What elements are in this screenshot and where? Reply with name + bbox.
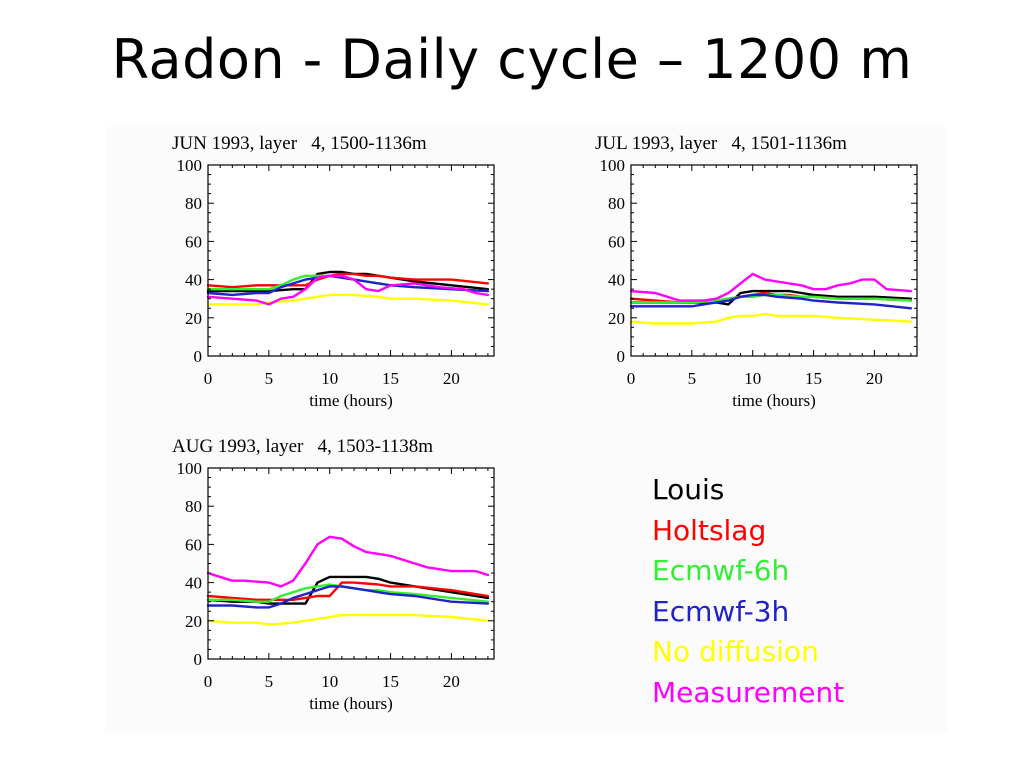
legend-item-ecmwf-6h: Ecmwf-6h bbox=[652, 554, 790, 587]
x-tick-label: 15 bbox=[382, 369, 399, 388]
y-tick-label: 40 bbox=[185, 271, 202, 290]
y-tick-label: 80 bbox=[185, 497, 202, 516]
x-tick-label: 10 bbox=[321, 672, 338, 691]
series-line-ecmwf-6h bbox=[629, 293, 913, 304]
x-tick-label: 5 bbox=[265, 672, 274, 691]
x-tick-label: 0 bbox=[204, 369, 213, 388]
y-tick-label: 80 bbox=[608, 194, 625, 213]
slide-title: Radon - Daily cycle – 1200 m bbox=[111, 28, 913, 91]
series-line-ecmwf-3h bbox=[206, 585, 490, 609]
plot-area bbox=[208, 468, 494, 659]
y-tick-label: 100 bbox=[600, 156, 626, 175]
series-line-ecmwf-3h bbox=[629, 293, 913, 310]
x-tick-label: 5 bbox=[265, 369, 274, 388]
chart-title: AUG 1993, layer 4, 1503-1138m bbox=[172, 436, 433, 457]
legend: Louis Holtslag Ecmwf-6h Ecmwf-3h No diff… bbox=[652, 470, 844, 713]
chart-title: JUN 1993, layer 4, 1500-1136m bbox=[172, 133, 427, 154]
y-tick-label: 20 bbox=[185, 612, 202, 631]
y-tick-label: 0 bbox=[617, 347, 626, 366]
y-tick-label: 40 bbox=[608, 271, 625, 290]
y-tick-label: 60 bbox=[185, 535, 202, 554]
chart-title: JUL 1993, layer 4, 1501-1136m bbox=[595, 133, 847, 154]
x-tick-label: 10 bbox=[744, 369, 761, 388]
legend-item-ecmwf-3h: Ecmwf-3h bbox=[652, 594, 790, 628]
x-axis-label: time (hours) bbox=[732, 391, 816, 410]
x-axis-label: time (hours) bbox=[309, 391, 393, 410]
series-line-measurement bbox=[629, 272, 913, 302]
x-tick-label: 10 bbox=[321, 369, 338, 388]
legend-item-no-diffusion: No diffusion bbox=[652, 635, 819, 668]
series-line-no-diffusion bbox=[206, 293, 490, 306]
series-line-no-diffusion bbox=[629, 312, 913, 325]
x-tick-label: 5 bbox=[688, 369, 697, 388]
chart-jun-1993: JUN 1993, layer 4, 1500-1136m 0 20 40 60 80 10… bbox=[172, 133, 495, 410]
x-tick-label: 15 bbox=[382, 672, 399, 691]
series-line-holtslag bbox=[206, 581, 490, 602]
y-tick-label: 40 bbox=[185, 574, 202, 593]
y-tick-label: 20 bbox=[608, 309, 625, 328]
x-tick-label: 0 bbox=[627, 369, 636, 388]
y-tick-label: 60 bbox=[185, 232, 202, 251]
series-line-no-diffusion bbox=[206, 613, 490, 626]
y-tick-label: 20 bbox=[185, 309, 202, 328]
x-tick-label: 15 bbox=[805, 369, 822, 388]
series-line-louis bbox=[206, 575, 490, 605]
x-tick-label: 20 bbox=[443, 369, 460, 388]
chart-jul-1993: JUL 1993, layer 4, 1501-1136m 0 20 40 60 80 10… bbox=[595, 133, 918, 410]
x-tick-label: 0 bbox=[204, 672, 213, 691]
plot-area bbox=[631, 165, 917, 356]
plot-area bbox=[208, 165, 494, 356]
series-line-measurement bbox=[206, 535, 490, 588]
chart-aug-1993: AUG 1993, layer 4, 1503-1138m 0 20 40 60 80 10… bbox=[172, 436, 495, 713]
y-tick-label: 60 bbox=[608, 232, 625, 251]
y-tick-label: 100 bbox=[177, 156, 203, 175]
series-line-ecmwf-6h bbox=[206, 583, 490, 603]
y-tick-label: 80 bbox=[185, 194, 202, 213]
legend-item-louis: Louis bbox=[652, 473, 725, 506]
x-axis-label: time (hours) bbox=[309, 694, 393, 713]
x-tick-label: 20 bbox=[866, 369, 883, 388]
legend-item-measurement: Measurement bbox=[652, 675, 845, 709]
y-tick-label: 0 bbox=[194, 650, 203, 669]
y-tick-label: 0 bbox=[194, 347, 203, 366]
x-tick-label: 20 bbox=[443, 672, 460, 691]
series-line-measurement bbox=[206, 274, 490, 306]
y-tick-label: 100 bbox=[177, 459, 203, 478]
legend-item-holtslag: Holtslag bbox=[652, 513, 767, 547]
